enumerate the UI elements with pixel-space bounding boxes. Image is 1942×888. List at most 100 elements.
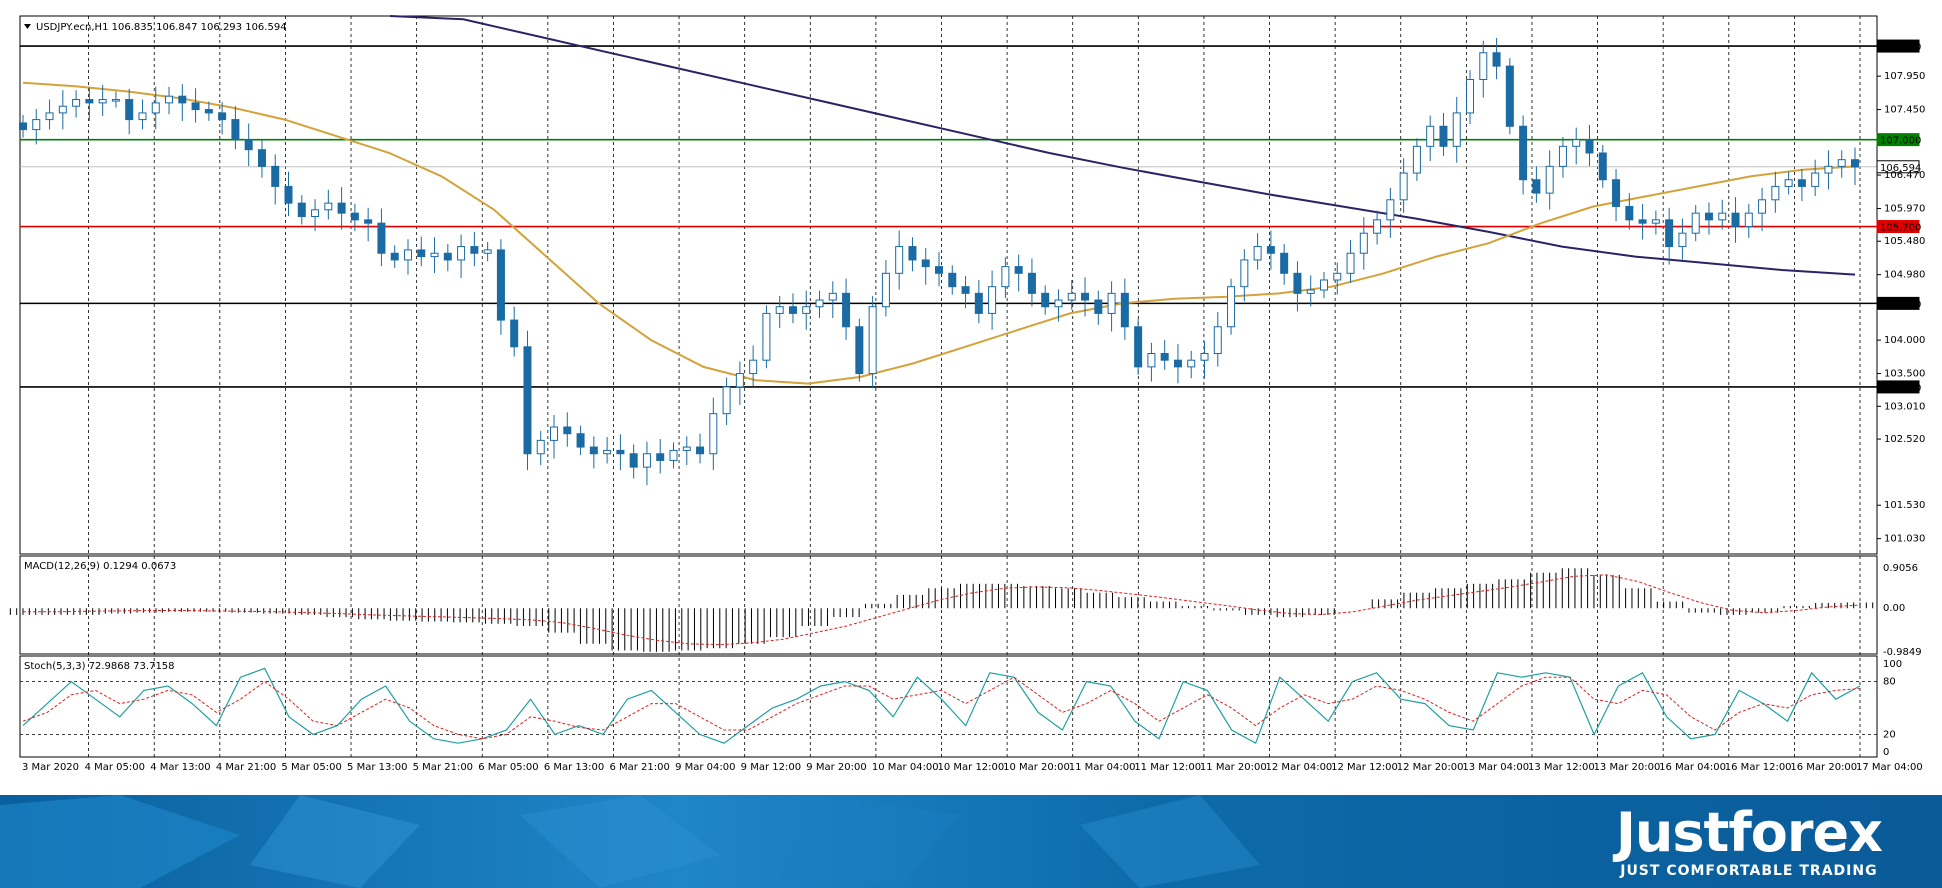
candle-body [191,102,200,111]
candle-body [297,202,306,217]
candle-body [151,102,160,114]
time-tick-label: 5 Mar 21:00 [413,762,473,773]
candle-body [802,306,811,314]
candle-body [749,359,758,375]
candle-body [1519,125,1528,181]
candle-body [45,112,54,121]
price-level-label: 107.000 [1880,136,1921,147]
price-tick-label: 107.950 [1884,71,1925,82]
candle-body [988,286,997,314]
candle-body [868,306,877,375]
price-level-label: 105.700 [1880,223,1921,234]
candle-body [72,99,81,107]
candle-body [311,209,320,217]
candle-body [1545,165,1554,194]
candle-body [1373,219,1382,234]
candle-body [1333,272,1342,281]
candle-body [1081,292,1090,301]
candle-body [1227,286,1236,328]
price-tick-label: 106.470 [1884,170,1925,181]
stoch-k-line [22,667,1861,745]
brand-name: Justforex [1615,801,1883,864]
time-tick-label: 10 Mar 12:00 [938,762,1005,773]
candle-body [961,286,970,294]
ma-fast-line [22,81,1856,385]
candle-body [1346,252,1355,274]
candle-body [1107,292,1116,314]
candle-body [1824,165,1833,174]
candle-body [775,306,784,314]
stoch-tick-label: 20 [1883,729,1896,740]
candle-body [696,446,705,455]
candle-body [1412,145,1421,174]
candle-body [735,373,744,388]
candle-body [98,99,107,104]
candle-body [178,95,187,104]
time-tick-label: 6 Mar 21:00 [609,762,669,773]
time-tick-label: 10 Mar 04:00 [872,762,939,773]
candle-body [1665,219,1674,248]
candle-body [32,119,41,131]
candle-body [1797,179,1806,187]
candle-body [324,202,333,211]
candle-body [218,112,227,121]
candle-body [682,446,691,451]
candle-body [1651,219,1660,224]
candle-body [1731,212,1740,228]
time-tick-label: 4 Mar 21:00 [216,762,276,773]
candle-body [271,165,280,187]
banner-decoration [0,795,1260,888]
candle-body [1147,353,1156,368]
candle-body [204,109,213,114]
candle-body [1466,78,1475,114]
brand-banner: Justforex JUST COMFORTABLE TRADING [0,795,1942,888]
candle-body [470,246,479,254]
time-tick-label: 9 Mar 20:00 [806,762,866,773]
price-tick-label: 101.530 [1884,500,1925,511]
price-tick-label: 101.030 [1884,534,1925,545]
candle-body [1758,199,1767,214]
candle-body [1744,212,1753,228]
candle-body [138,112,147,121]
time-axis: 3 Mar 2020 4 Mar 05:00 4 Mar 13:00 4 Mar 21… [22,762,1923,773]
chart-canvas: 108.400 107.000 106.594 105.700 104.550 103.3… [9,15,1925,773]
candle-body [974,292,983,314]
time-tick-label: 5 Mar 05:00 [281,762,341,773]
price-tick-label: 104.980 [1884,270,1925,281]
candle-body [908,246,917,261]
candle-body [85,99,94,104]
price-level-box [1876,39,1920,53]
time-tick-label: 6 Mar 13:00 [544,762,604,773]
macd-signal-line [23,574,1861,646]
candle-body [1811,172,1820,187]
candle-body [1001,266,1010,288]
price-tick-label: 104.000 [1884,335,1925,346]
time-tick-label: 12 Mar 20:00 [1397,762,1464,773]
candle-body [1266,246,1275,254]
candle-body [483,249,492,254]
candle-body [656,453,665,461]
candle-body [1160,353,1169,361]
candle-body [762,312,771,361]
candle-body [1399,172,1408,201]
time-tick-label: 12 Mar 04:00 [1266,762,1333,773]
time-tick-label: 16 Mar 12:00 [1725,762,1792,773]
candle-body [1612,179,1621,207]
candle-body [430,252,439,258]
price-level-box [1876,160,1920,174]
brand-logo: Justforex JUST COMFORTABLE TRADING [1615,801,1883,880]
candle-body [895,246,904,274]
macd-tick-label: -0.9849 [1883,647,1922,658]
macd-panel [19,555,1878,655]
stoch-tick-label: 0 [1883,747,1889,758]
candle-body [231,119,240,141]
dropdown-triangle-icon[interactable] [24,24,31,29]
candle-body [828,292,837,301]
macd-label: MACD(12,26,9) 0.1294 0.0673 [24,561,176,572]
candle-body [1492,52,1501,67]
candle-body [815,299,824,308]
time-tick-label: 4 Mar 05:00 [85,762,145,773]
candle-body [1173,359,1182,368]
candle-body [1439,125,1448,147]
candle-body [1479,52,1488,80]
